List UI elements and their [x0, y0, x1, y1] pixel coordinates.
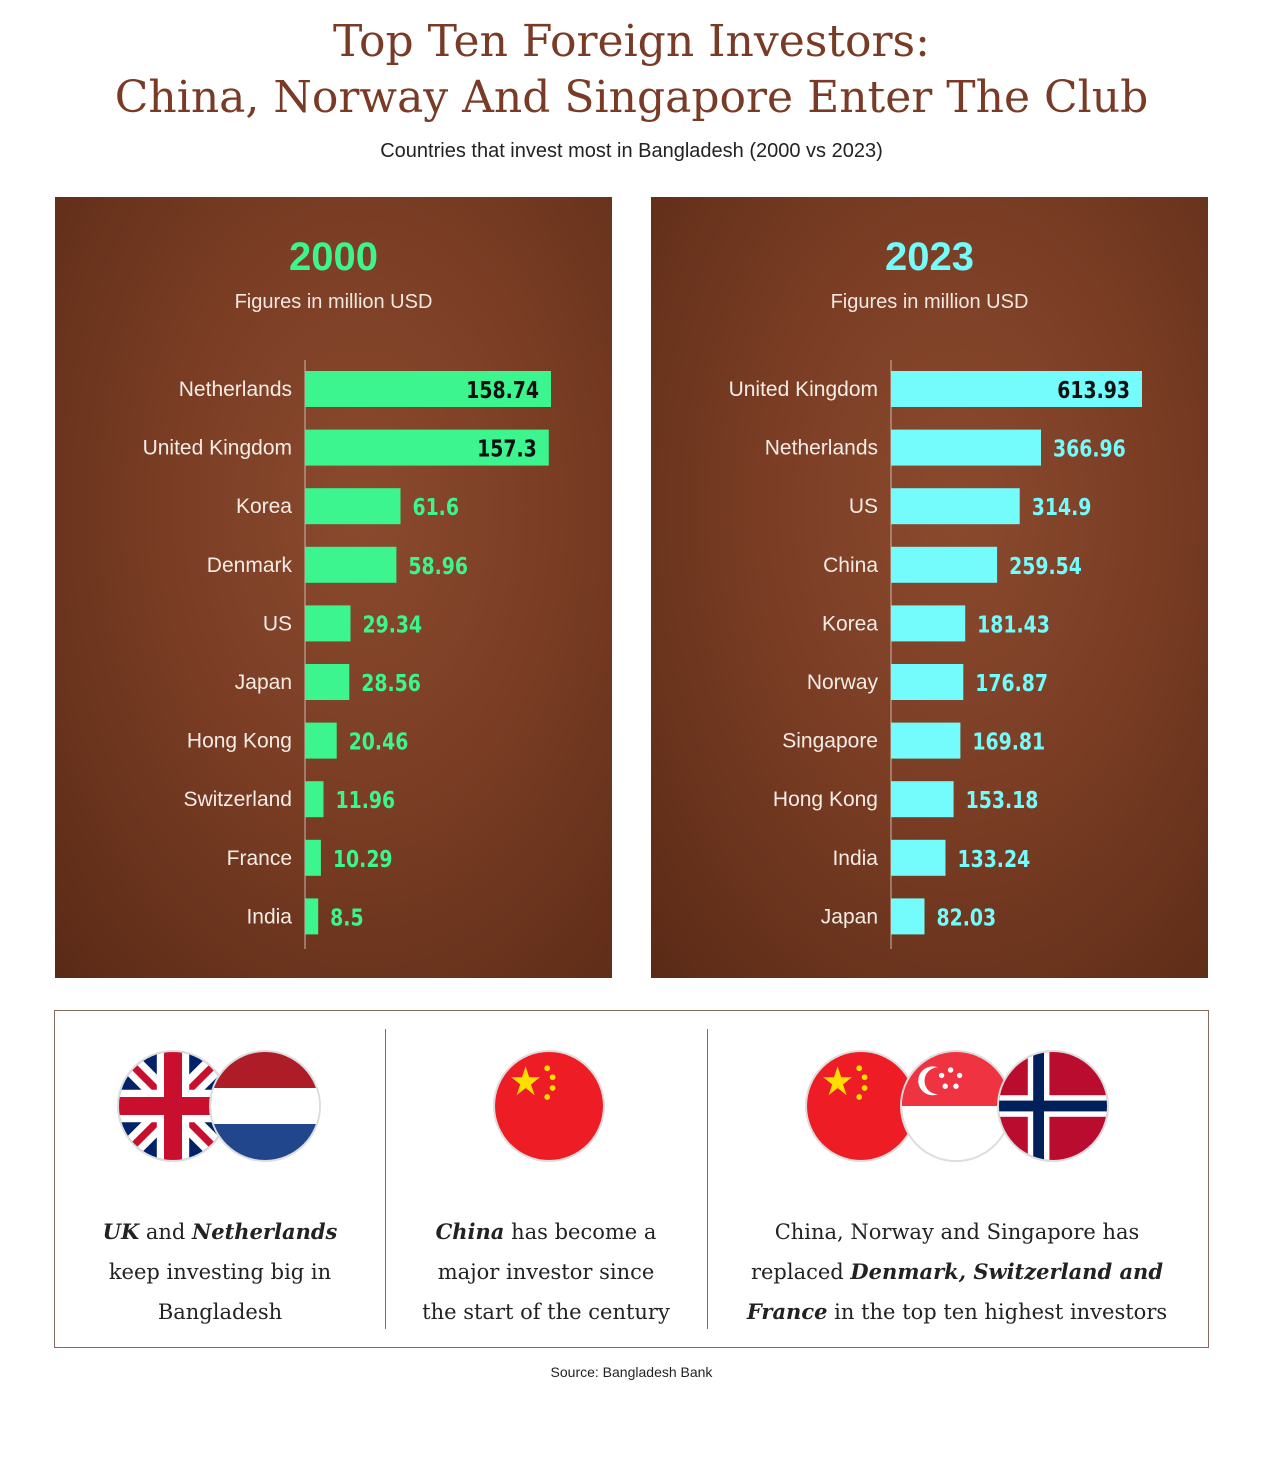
value-label: 8.5: [330, 904, 363, 931]
bar: [305, 488, 401, 525]
chart-title-line2: China, Norway And Singapore Enter The Cl…: [114, 72, 1149, 123]
category-label: Singapore: [782, 730, 878, 753]
category-label: India: [832, 847, 878, 870]
chart-title-line1: Top Ten Foreign Investors:: [333, 16, 930, 67]
bar: [891, 488, 1020, 525]
singapore-flag-icon: [900, 1050, 1012, 1162]
bar: [305, 839, 321, 876]
panel-2023: United Kingdom 613.93 Netherlands 366.96 US 3…: [651, 197, 1208, 978]
bar: [891, 898, 925, 935]
note-divider: [385, 1029, 386, 1329]
netherlands-flag-icon: [209, 1050, 321, 1162]
china-flag-icon: [805, 1050, 917, 1162]
bar: [305, 371, 551, 407]
category-label: Norway: [807, 671, 879, 694]
bar: [891, 371, 1142, 407]
bar: [305, 429, 549, 466]
panel-unit-2000: Figures in million USD: [234, 291, 433, 313]
value-label: 28.56: [361, 669, 421, 696]
category-label: Netherlands: [179, 378, 292, 401]
bar: [305, 664, 350, 700]
value-label: 366.96: [1053, 435, 1126, 462]
bar: [891, 664, 964, 700]
category-label: India: [246, 905, 292, 928]
bar-chart-2000: Netherlands 158.74 United Kingdom 157.3 Kore…: [143, 360, 551, 949]
category-label: Hong Kong: [187, 730, 292, 753]
category-label: Korea: [822, 612, 878, 635]
value-label: 58.96: [408, 552, 468, 579]
category-label: Switzerland: [183, 788, 292, 811]
category-label: US: [263, 612, 292, 635]
value-label: 29.34: [362, 611, 422, 638]
bar: [891, 605, 966, 642]
note-text-new-entrants: China, Norway and Singapore has replaced …: [746, 1220, 1168, 1324]
category-label: Hong Kong: [773, 788, 878, 811]
value-label: 82.03: [937, 904, 997, 931]
bar: [891, 546, 998, 583]
bar: [305, 605, 351, 642]
panel-year-2000: 2000: [289, 235, 378, 279]
category-label: Japan: [235, 671, 292, 694]
norway-flag-icon: [997, 1050, 1109, 1162]
category-label: Netherlands: [765, 437, 878, 460]
bar: [305, 898, 319, 935]
value-label: 20.46: [349, 728, 409, 755]
category-label: United Kingdom: [729, 378, 878, 401]
category-label: United Kingdom: [143, 437, 292, 460]
bar-chart-2023: United Kingdom 613.93 Netherlands 366.96 US 3…: [729, 360, 1142, 949]
bar: [305, 781, 324, 818]
value-label: 10.29: [333, 845, 393, 872]
bar: [891, 839, 946, 876]
value-label: 259.54: [1009, 552, 1082, 579]
chart-subtitle: Countries that invest most in Bangladesh…: [380, 140, 883, 162]
panel-2000: Netherlands 158.74 United Kingdom 157.3 Kore…: [55, 197, 612, 978]
bar: [891, 781, 954, 818]
value-label: 158.74: [466, 376, 539, 403]
value-label: 11.96: [336, 786, 396, 813]
note-text-uk-netherlands: UK and Netherlands keep investing big in B…: [102, 1219, 338, 1324]
value-label: 61.6: [412, 493, 459, 520]
panel-year-2023: 2023: [885, 235, 974, 279]
note-divider: [707, 1029, 708, 1329]
category-label: France: [227, 847, 292, 870]
category-label: China: [823, 554, 878, 577]
category-label: US: [849, 495, 878, 518]
category-label: Japan: [821, 905, 878, 928]
value-label: 153.18: [966, 786, 1039, 813]
bar: [891, 722, 961, 759]
category-label: Korea: [236, 495, 292, 518]
value-label: 613.93: [1057, 376, 1130, 403]
value-label: 157.3: [477, 435, 537, 462]
source-note: Source: Bangladesh Bank: [550, 1364, 713, 1380]
bar: [891, 429, 1041, 466]
panel-unit-2023: Figures in million USD: [830, 291, 1029, 313]
value-label: 314.9: [1032, 493, 1092, 520]
category-label: Denmark: [207, 554, 293, 577]
value-label: 176.87: [975, 669, 1048, 696]
note-text-china: China has become a major investor since th…: [422, 1219, 670, 1324]
bar: [305, 722, 337, 759]
value-label: 133.24: [957, 845, 1030, 872]
bar: [305, 546, 397, 583]
china-flag-icon: [493, 1050, 605, 1162]
value-label: 181.43: [977, 611, 1050, 638]
value-label: 169.81: [972, 728, 1045, 755]
